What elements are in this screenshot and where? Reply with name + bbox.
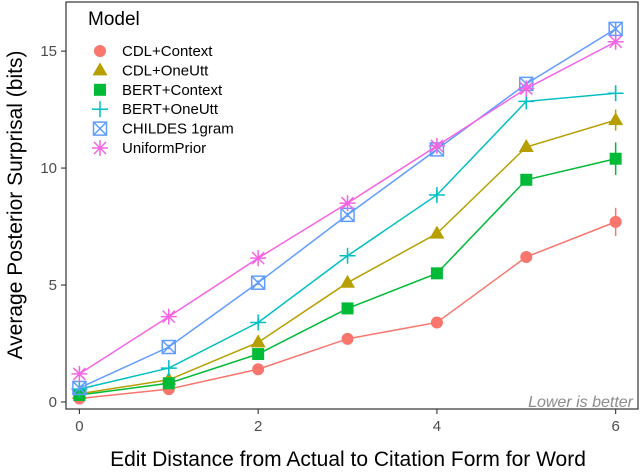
legend-marker (92, 101, 108, 118)
series-layer (71, 21, 624, 405)
data-point (608, 112, 624, 126)
data-point (430, 267, 443, 280)
legend-marker (94, 45, 106, 57)
data-point (71, 365, 88, 382)
legend-label: BERT+OneUtt (122, 101, 219, 118)
data-point (520, 173, 533, 186)
x-tick-label: 4 (433, 418, 441, 435)
legend-marker (92, 121, 108, 136)
legend-marker (92, 62, 108, 76)
series-bert-context (73, 142, 622, 401)
plot-panel (65, 1, 639, 410)
data-point (250, 250, 267, 267)
data-point (428, 137, 445, 154)
data-point (160, 360, 177, 377)
data-point (518, 80, 535, 97)
data-point (607, 85, 624, 102)
annotation-lower-is-better: Lower is better (528, 394, 634, 411)
x-tick-label: 0 (75, 418, 83, 435)
data-point (162, 377, 175, 390)
data-point (518, 139, 534, 153)
data-point (340, 274, 356, 288)
legend-label: CHILDES 1gram (122, 121, 234, 138)
data-point (250, 334, 266, 348)
data-point (250, 314, 267, 331)
data-point (250, 275, 266, 290)
y-tick-label: 5 (49, 277, 57, 294)
legend-marker (92, 140, 108, 156)
legend-label: BERT+Context (122, 82, 223, 99)
legend-item: UniformPrior (92, 140, 206, 157)
data-point (607, 33, 624, 50)
data-point (609, 215, 622, 228)
series-bert-oneutt (71, 85, 624, 398)
data-point (428, 186, 445, 203)
y-axis-title: Average Posterior Surprisal (bits) (4, 51, 27, 360)
data-point (252, 363, 265, 376)
data-point (520, 250, 533, 263)
data-point (341, 332, 354, 345)
data-point (341, 302, 354, 315)
legend-item: CDL+Context (94, 43, 213, 60)
data-point (160, 308, 177, 325)
legend-item: CHILDES 1gram (92, 121, 234, 138)
legend-title: Model (88, 9, 140, 30)
data-point (430, 316, 443, 329)
data-point (161, 339, 177, 355)
y-tick-label: 15 (40, 43, 57, 60)
x-axis-title: Edit Distance from Actual to Citation Fo… (110, 448, 586, 471)
legend-label: UniformPrior (122, 140, 206, 157)
data-point (429, 225, 445, 239)
data-point (339, 247, 356, 264)
legend-marker (94, 83, 106, 96)
legend: Model CDL+Context CDL+OneUtt BERT+Context B… (88, 9, 234, 157)
y-tick-label: 0 (49, 394, 57, 411)
y-tick-label: 10 (40, 160, 57, 177)
data-point (72, 380, 87, 396)
series-uniformprior (71, 33, 624, 382)
data-point (252, 348, 265, 361)
legend-label: CDL+Context (122, 43, 213, 60)
axis-ticks: 0 2 4 6 0 5 10 15 (40, 43, 620, 435)
data-point (609, 152, 622, 165)
data-point (339, 195, 356, 212)
x-tick-label: 6 (611, 418, 619, 435)
legend-item: BERT+OneUtt (92, 101, 219, 118)
legend-item: CDL+OneUtt (92, 62, 209, 79)
x-tick-label: 2 (254, 418, 262, 435)
legend-label: CDL+OneUtt (122, 62, 209, 79)
legend-item: BERT+Context (94, 82, 223, 99)
